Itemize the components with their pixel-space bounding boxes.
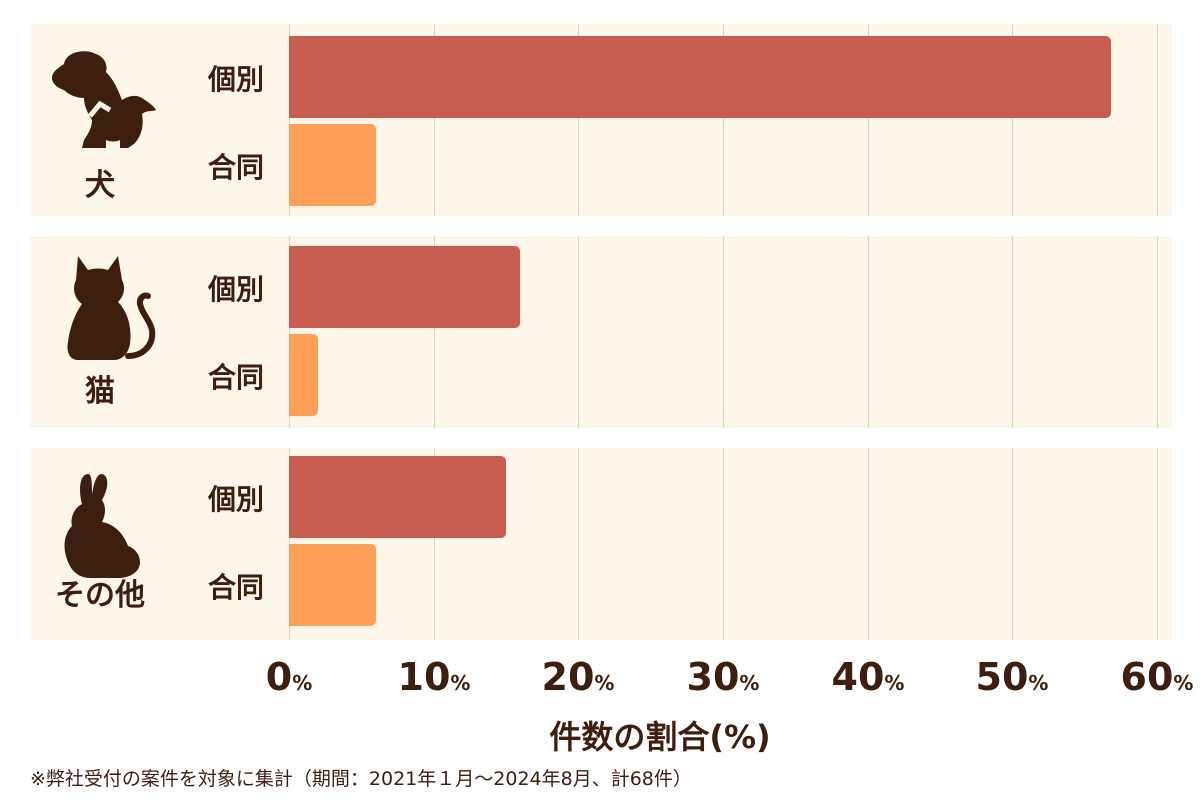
gridline	[289, 24, 290, 216]
tick-value: 0	[265, 655, 293, 699]
x-tick-label: 60%	[1087, 655, 1200, 699]
tick-value: 20	[541, 655, 595, 699]
x-tick-label: 0%	[219, 655, 359, 699]
bar-category-label: 個別	[207, 483, 264, 516]
cat-icon	[44, 248, 164, 372]
group-panel	[30, 236, 1172, 428]
x-tick-label: 40%	[798, 655, 938, 699]
x-tick-label: 10%	[364, 655, 504, 699]
gridline	[723, 24, 724, 216]
gridline	[1157, 24, 1158, 216]
group-label: その他	[55, 578, 145, 613]
bar-合同	[289, 124, 376, 206]
bar-個別	[289, 246, 521, 328]
tick-unit: %	[594, 671, 615, 695]
tick-unit: %	[450, 671, 471, 695]
tick-unit: %	[739, 671, 760, 695]
gridline	[434, 448, 435, 640]
bar-category-label: 個別	[207, 63, 264, 96]
gridline	[578, 448, 579, 640]
x-tick-label: 30%	[653, 655, 793, 699]
gridline	[1157, 236, 1158, 428]
gridline	[1157, 448, 1158, 640]
bar-category-label: 合同	[207, 151, 264, 184]
gridline	[868, 24, 869, 216]
gridline	[1012, 236, 1013, 428]
gridline	[1012, 448, 1013, 640]
gridline	[289, 236, 290, 428]
tick-value: 60	[1120, 655, 1174, 699]
tick-value: 50	[975, 655, 1029, 699]
gridline	[434, 24, 435, 216]
gridline	[1012, 24, 1013, 216]
tick-unit: %	[1173, 671, 1194, 695]
group-label: 猫	[85, 374, 115, 409]
gridline	[868, 236, 869, 428]
gridline	[578, 236, 579, 428]
gridline	[868, 448, 869, 640]
tick-value: 30	[686, 655, 740, 699]
gridline	[723, 448, 724, 640]
bar-category-label: 合同	[207, 361, 264, 394]
footnote: ※弊社受付の案件を対象に集計（期間：2021年１月〜2024年8月、計68件）	[30, 768, 692, 790]
x-tick-label: 20%	[508, 655, 648, 699]
gridline	[723, 236, 724, 428]
gridline	[434, 236, 435, 428]
gridline	[578, 24, 579, 216]
bar-合同	[289, 334, 318, 416]
tick-unit: %	[1028, 671, 1049, 695]
x-axis-label: 件数の割合(%)	[549, 718, 771, 756]
bar-category-label: 合同	[207, 571, 264, 604]
bar-個別	[289, 36, 1111, 118]
tick-value: 10	[397, 655, 451, 699]
bar-category-label: 個別	[207, 273, 264, 306]
group-panel	[30, 448, 1172, 640]
tick-unit: %	[292, 671, 313, 695]
rabbit-icon	[44, 468, 164, 592]
tick-value: 40	[831, 655, 885, 699]
dog-icon	[44, 44, 164, 158]
bar-合同	[289, 544, 376, 626]
x-tick-label: 50%	[942, 655, 1082, 699]
bar-個別	[289, 456, 506, 538]
group-label: 犬	[85, 168, 115, 203]
tick-unit: %	[884, 671, 905, 695]
